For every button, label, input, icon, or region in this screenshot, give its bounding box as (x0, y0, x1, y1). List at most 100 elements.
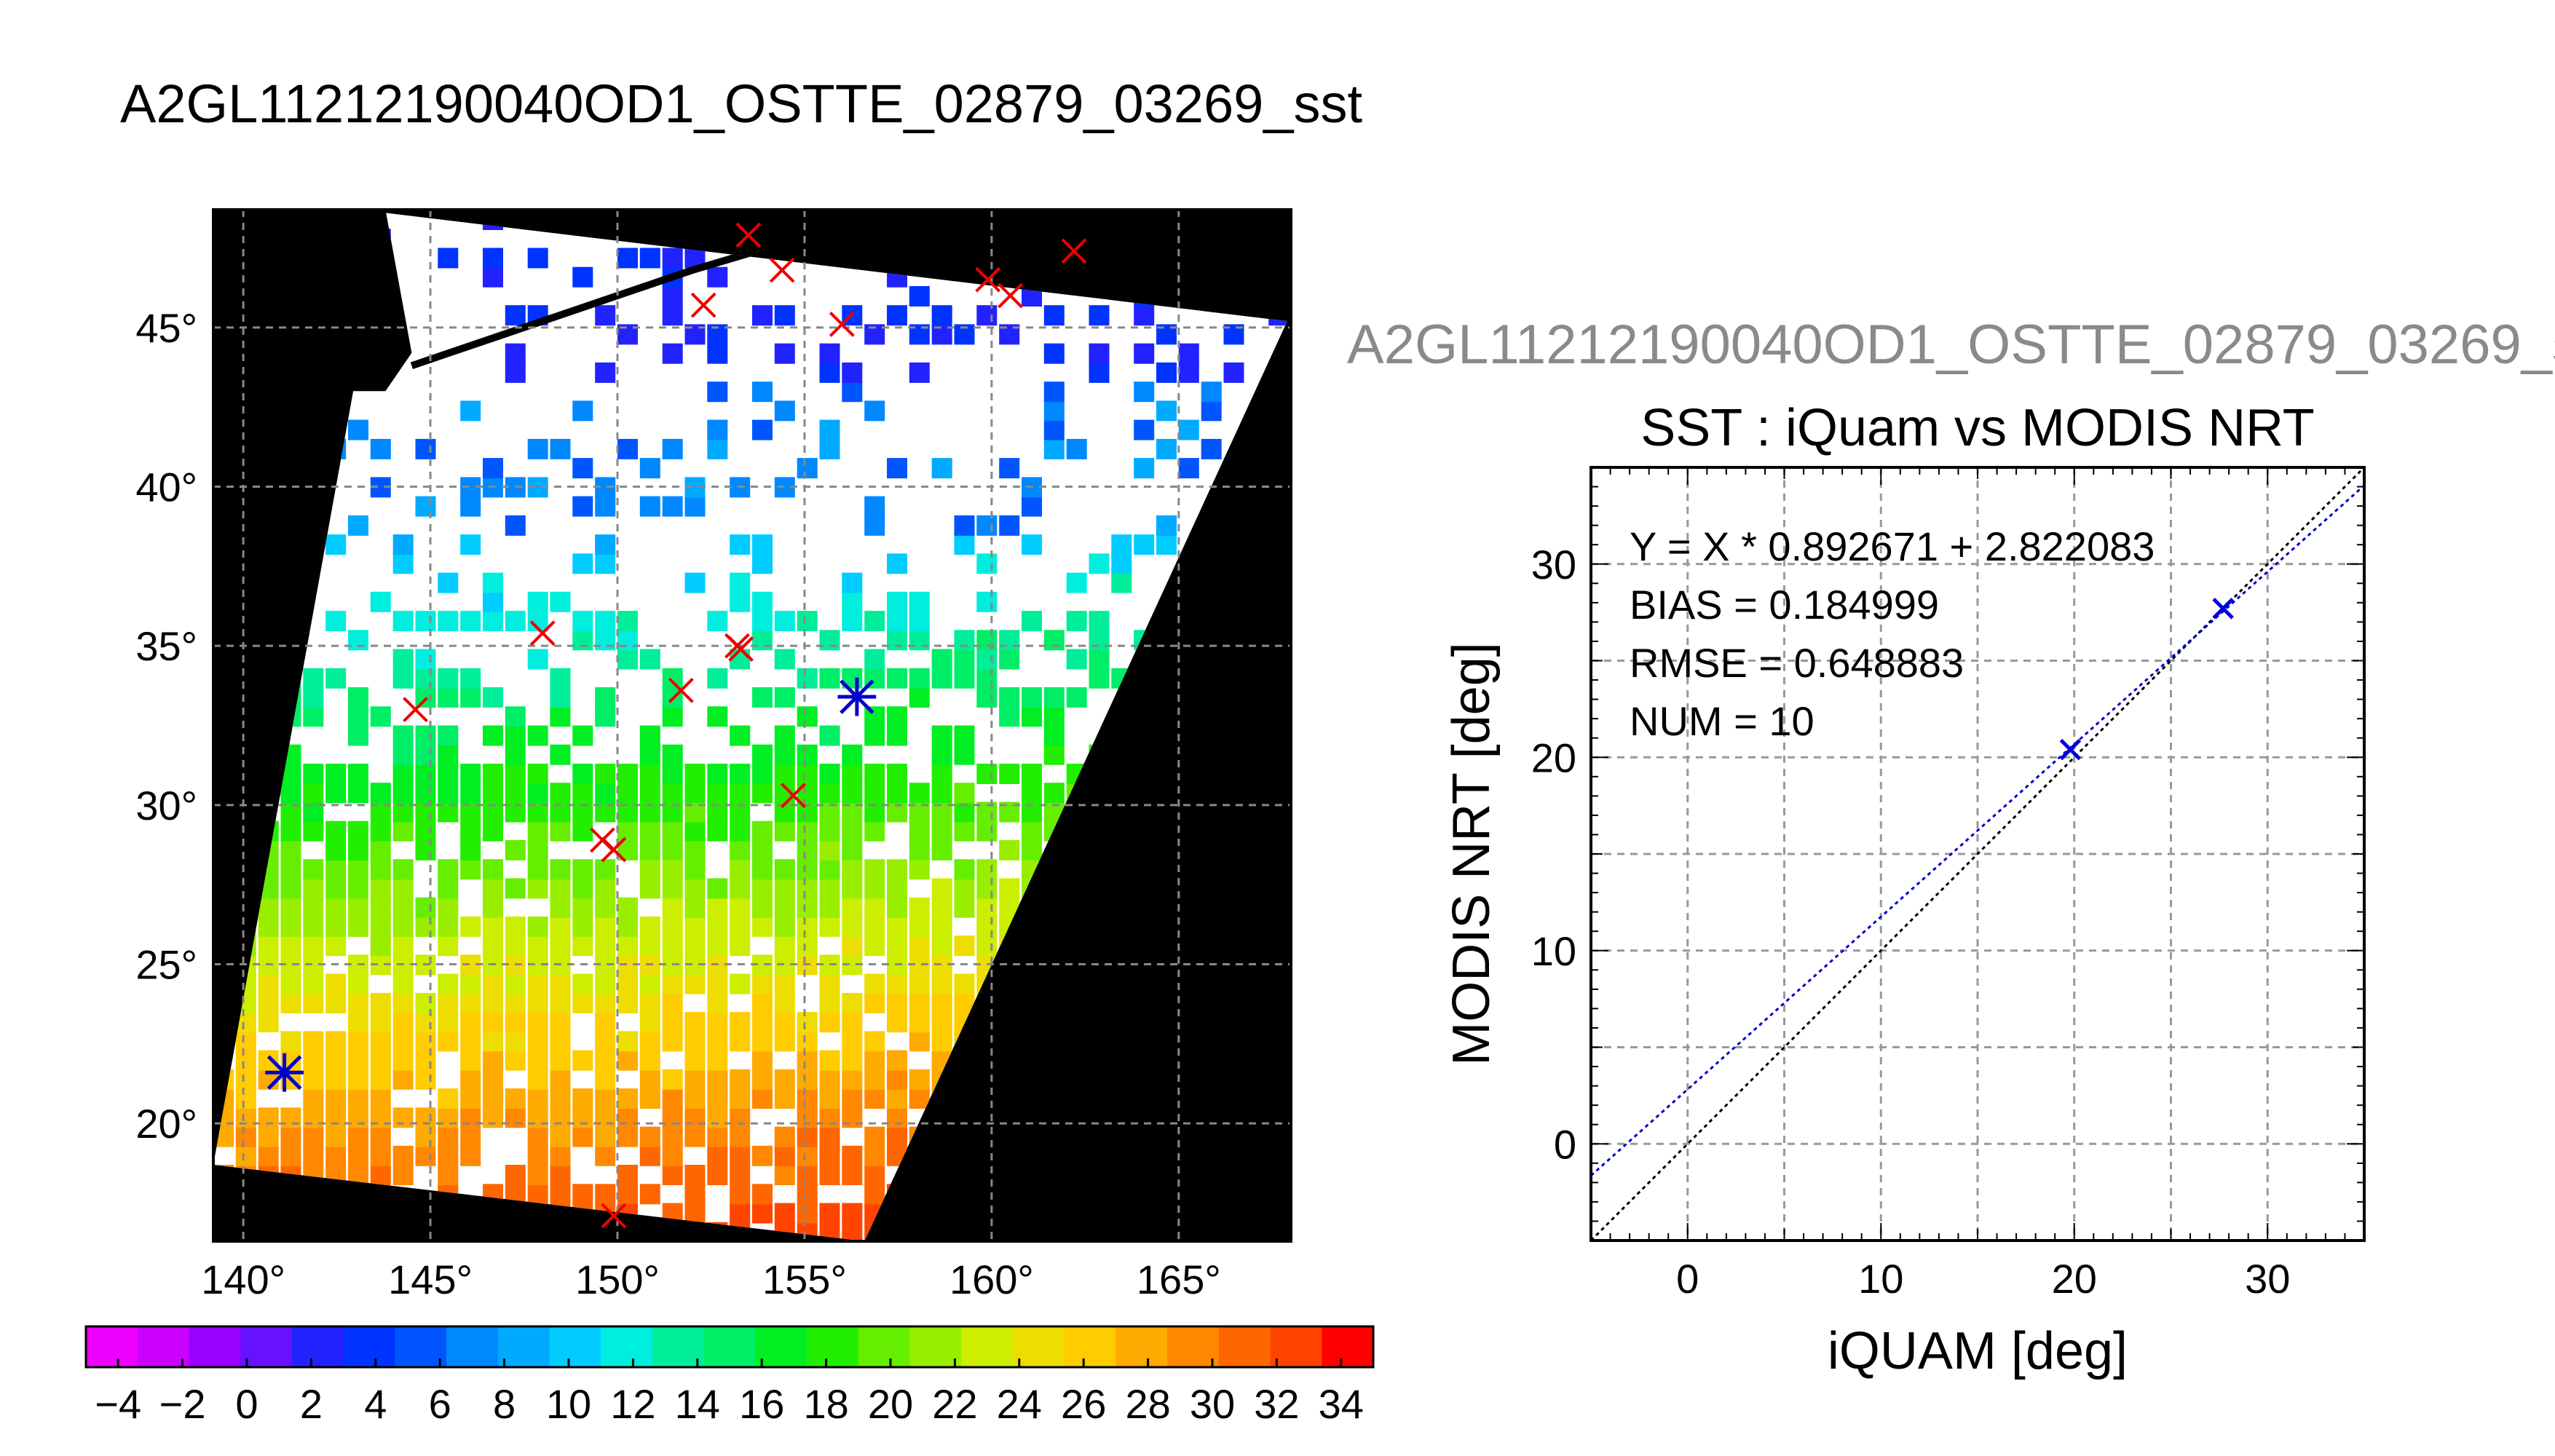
sst-cell (348, 897, 368, 918)
sst-cell (931, 305, 952, 326)
sst-cell (887, 305, 907, 326)
sst-cell (662, 783, 683, 804)
scatter-y-tick-label: 20 (1531, 735, 1576, 780)
sst-cell (730, 935, 751, 957)
sst-cell (931, 1031, 952, 1052)
sst-cell (1089, 553, 1110, 574)
sst-cell (752, 859, 773, 880)
sst-cell (842, 783, 863, 804)
sst-cell (864, 1088, 885, 1109)
sst-cell (954, 820, 975, 842)
sst-cell (976, 591, 998, 612)
colorbar-swatch (1115, 1326, 1168, 1367)
sst-cell (684, 1203, 706, 1224)
sst-cell (235, 1088, 256, 1109)
sst-cell (415, 897, 436, 918)
colorbar-swatch (601, 1326, 653, 1367)
sst-cell (438, 935, 459, 957)
sst-cell (370, 1088, 391, 1109)
sst-cell (752, 381, 773, 403)
sst-cell (438, 916, 459, 937)
sst-cell (505, 992, 526, 1013)
sst-cell (730, 1031, 751, 1052)
sst-cell (505, 839, 526, 860)
sst-cell (1022, 839, 1042, 860)
sst-cell (1291, 1051, 1311, 1071)
sst-cell (662, 343, 683, 364)
sst-cell (527, 591, 548, 612)
sst-cell (684, 1088, 706, 1109)
sst-cell (774, 1145, 795, 1166)
sst-cell (392, 916, 414, 937)
sst-cell (392, 859, 414, 880)
sst-cell (505, 343, 526, 364)
sst-cell (797, 744, 818, 765)
sst-cell (931, 897, 952, 918)
colorbar-tick-label: 12 (610, 1381, 655, 1427)
sst-cell (505, 1012, 526, 1033)
sst-cell (976, 916, 998, 937)
sst-cell (1156, 362, 1177, 383)
sst-cell (887, 992, 907, 1013)
map-lat-tick-label: 40° (135, 464, 197, 510)
map-marker (601, 1203, 627, 1229)
sst-cell (707, 1088, 728, 1109)
sst-cell (842, 1107, 863, 1128)
sst-cell (1043, 305, 1065, 326)
scatter-point-b (2059, 738, 2082, 761)
sst-cell (931, 764, 952, 784)
sst-cell (1111, 572, 1132, 593)
sst-cell (483, 1069, 503, 1090)
sst-cell (909, 668, 930, 689)
sst-cell (483, 458, 503, 479)
sst-cell (774, 1088, 795, 1109)
sst-cell (572, 1107, 593, 1128)
sst-cell (370, 1165, 391, 1185)
sst-cell (303, 783, 324, 804)
sst-cell (483, 687, 503, 708)
sst-cell (527, 1088, 548, 1109)
map-lat-tick-label: 20° (135, 1101, 197, 1147)
sst-cell (527, 935, 548, 957)
colorbar-swatch (291, 1326, 344, 1367)
sst-cell (617, 897, 638, 918)
sst-cell (819, 438, 840, 459)
sst-cell (438, 248, 459, 269)
sst-cell (707, 973, 728, 994)
sst-cell (303, 1107, 324, 1128)
sst-cell (460, 783, 481, 804)
sst-cell (864, 992, 885, 1013)
sst-cell (235, 1145, 256, 1166)
sst-cell (415, 744, 436, 765)
sst-cell (999, 839, 1020, 860)
sst-cell (303, 820, 324, 842)
sst-cell (572, 878, 593, 899)
sst-cell (483, 783, 503, 804)
sst-cell (617, 820, 638, 842)
sst-cell (797, 1088, 818, 1109)
sst-cell (1043, 400, 1065, 422)
sst-cell (572, 783, 593, 804)
sst-cell (931, 992, 952, 1013)
sst-cell (505, 1107, 526, 1128)
sst-cell (954, 897, 975, 918)
sst-cell (505, 764, 526, 784)
sst-cell (707, 820, 728, 842)
sst-cell (348, 764, 368, 784)
sst-cell (1291, 1107, 1311, 1128)
sst-cell (280, 859, 301, 880)
sst-cell (460, 916, 481, 937)
colorbar-tick-label: 22 (932, 1381, 977, 1427)
sst-cell (976, 668, 998, 689)
sst-cell (707, 1126, 728, 1147)
sst-cell (639, 783, 660, 804)
sst-cell (864, 1184, 885, 1205)
sst-cell (550, 438, 571, 459)
sst-cell (819, 343, 840, 364)
colorbar-tick-label: 32 (1254, 1381, 1299, 1427)
scatter-file-title: A2GL11212190040OD1_OSTTE_02879_03269_s (1347, 314, 2555, 376)
sst-cell (258, 1126, 279, 1147)
sst-cell (707, 1107, 728, 1128)
sst-cell (954, 649, 975, 670)
map-lon-tick-label: 140° (201, 1257, 285, 1302)
